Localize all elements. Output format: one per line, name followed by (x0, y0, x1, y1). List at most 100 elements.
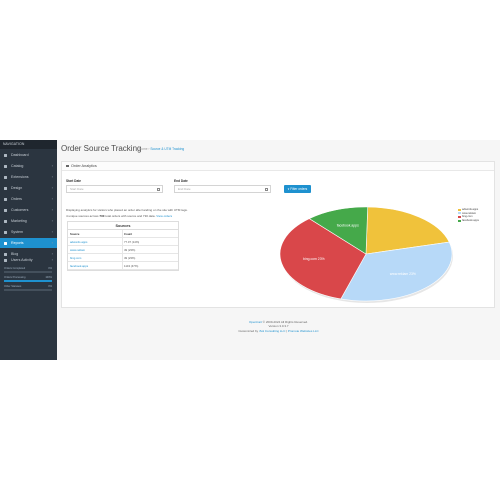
legend-swatch (458, 208, 461, 211)
breadcrumb-current[interactable]: Source & UTM Tracking (150, 147, 185, 151)
sidebar-item-blog[interactable]: Blog › (0, 249, 57, 259)
sidebar-item-label: System (11, 230, 23, 234)
sidebar-item-users-activity[interactable]: Users Activity › (0, 255, 57, 265)
order-analytics-panel: Order Analytics Start Date Start Date En… (61, 161, 495, 308)
pie-slice-facebook-apps[interactable] (308, 206, 369, 255)
pie-slice-adwords-apps[interactable] (365, 206, 450, 255)
sidebar: NAVIGATION Dashboard Catalog › Extensions… (0, 140, 57, 360)
breadcrumb: Home › Source & UTM Tracking (139, 147, 184, 151)
pie-slice-label: www.reklam 23% (390, 272, 416, 276)
end-date-placeholder: End Date (178, 187, 191, 191)
chevron-right-icon: › (51, 196, 53, 201)
legend-label: www.reklam (462, 211, 476, 215)
sidebar-item-reports[interactable]: Reports › (0, 238, 57, 248)
legend-swatch (458, 219, 461, 222)
puzzle-icon (4, 175, 7, 179)
footer: OpenCart © 2009-2024 All Rights Reserved… (57, 320, 500, 333)
calendar-icon[interactable] (156, 188, 160, 192)
sidebar-item-marketing[interactable]: Marketing › (0, 216, 57, 226)
calendar-icon[interactable] (264, 188, 268, 192)
progress-bar (4, 271, 52, 273)
sidebar-item-label: Catalog (11, 164, 24, 168)
panel-title: Order Analytics (71, 164, 97, 168)
customizer-link[interactable]: iSol Consulting LLC (259, 328, 286, 333)
cart-icon (4, 197, 7, 201)
progress-bar (4, 289, 52, 291)
order-stats: Orders Completed 0% Orders Processing 10… (4, 267, 52, 294)
nav-header: NAVIGATION (0, 140, 57, 149)
sidebar-item-customers[interactable]: Customers › (0, 205, 57, 215)
pie-slice-www-reklam[interactable] (340, 241, 453, 302)
chevron-right-icon: › (51, 229, 53, 234)
view-orders-link[interactable]: View orders (156, 214, 173, 218)
sidebar-item-label: Marketing (11, 219, 27, 223)
unique-sources-summary: 4 unique sources across 730 total orders… (66, 214, 173, 218)
table-row: facebook.apps 1143 (47%) (68, 262, 178, 270)
sidebar-item-label: Reports (11, 241, 24, 245)
table-row: adwords.apps 77.07 (14%) (68, 238, 178, 246)
users-icon (4, 258, 7, 262)
source-count: 77.07 (14%) (124, 240, 140, 244)
chevron-right-icon: › (51, 251, 53, 256)
legend-swatch (458, 212, 461, 215)
source-link[interactable]: adwords.apps (70, 240, 88, 244)
sources-table: Sources Source Count adwords.apps 77.07 … (67, 221, 179, 271)
monitor-icon (4, 186, 7, 190)
sidebar-item-catalog[interactable]: Catalog › (0, 161, 57, 171)
cog-icon (4, 230, 7, 234)
sidebar-item-dashboard[interactable]: Dashboard (0, 150, 57, 160)
panel-heading: Order Analytics (62, 162, 494, 171)
list-icon (66, 164, 69, 168)
source-link[interactable]: bing.com (70, 256, 82, 260)
footer-copyright-line: OpenCart © 2009-2024 All Rights Reserved… (248, 320, 309, 324)
breadcrumb-home[interactable]: Home (139, 147, 148, 151)
source-count: 49 (23%) (124, 256, 136, 260)
chart-legend: adwords.apps www.reklam bing.com facebook.a… (458, 208, 479, 222)
progress-fill (4, 280, 52, 282)
footer-credits: Customized by iSol Consulting LLC | Prom… (238, 328, 319, 333)
page-title: Order Source Tracking (61, 144, 142, 153)
book-icon (4, 252, 7, 256)
legend-item[interactable]: www.reklam (458, 212, 479, 216)
end-date-input[interactable]: End Date (174, 185, 271, 193)
start-date-placeholder: Start Date (70, 187, 84, 191)
sidebar-item-design[interactable]: Design › (0, 183, 57, 193)
legend-item[interactable]: facebook.apps (458, 219, 479, 223)
footer-version: Version 3.0.3.7 (268, 324, 289, 329)
legend-item[interactable]: adwords.apps (458, 208, 479, 212)
stat-processing: Orders Processing 100% (4, 276, 52, 285)
source-link[interactable]: www.reklam (70, 248, 86, 252)
source-count: 1143 (47%) (124, 264, 139, 268)
sidebar-item-orders[interactable]: Orders › (0, 194, 57, 204)
dashboard-icon (4, 153, 7, 157)
source-link[interactable]: facebook.apps (70, 264, 89, 268)
sources-table-title: Sources (68, 222, 178, 230)
sidebar-item-label: Users Activity (11, 258, 33, 262)
legend-item[interactable]: bing.com (458, 215, 479, 219)
partner-link[interactable]: Promote Websites LLC (287, 328, 319, 333)
sidebar-item-system[interactable]: System › (0, 227, 57, 237)
chevron-right-icon: › (51, 218, 53, 223)
start-date-input[interactable]: Start Date (66, 185, 163, 193)
analytics-description: Displaying analytics for visitors who pl… (66, 208, 188, 212)
pie-slice-label: facebook.apps (337, 224, 359, 228)
sidebar-item-extensions[interactable]: Extensions › (0, 172, 57, 182)
filter-orders-button[interactable]: ▾ Filter orders (284, 185, 311, 193)
sources-pie-chart: www.reklam 23% bing.com 23% facebook.apps (279, 206, 453, 303)
chevron-right-icon: › (51, 185, 53, 190)
progress-bar (4, 280, 52, 282)
pie-slice-label: bing.com 23% (303, 257, 325, 261)
source-count: 49 (23%) (124, 248, 136, 252)
legend-swatch (458, 215, 461, 218)
chevron-right-icon: › (51, 174, 53, 179)
user-icon (4, 208, 7, 212)
bar-chart-icon (4, 241, 7, 245)
chevron-right-icon: › (51, 207, 53, 212)
legend-label: facebook.apps (462, 218, 479, 222)
filter-orders-label: Filter orders (290, 187, 308, 191)
start-date-label: Start Date (66, 179, 82, 183)
pie-slice-bing-com[interactable] (279, 218, 367, 300)
app-frame: NAVIGATION Dashboard Catalog › Extensions… (0, 140, 500, 360)
opencart-link[interactable]: OpenCart (248, 320, 262, 324)
sidebar-item-label: Customers (11, 208, 29, 212)
